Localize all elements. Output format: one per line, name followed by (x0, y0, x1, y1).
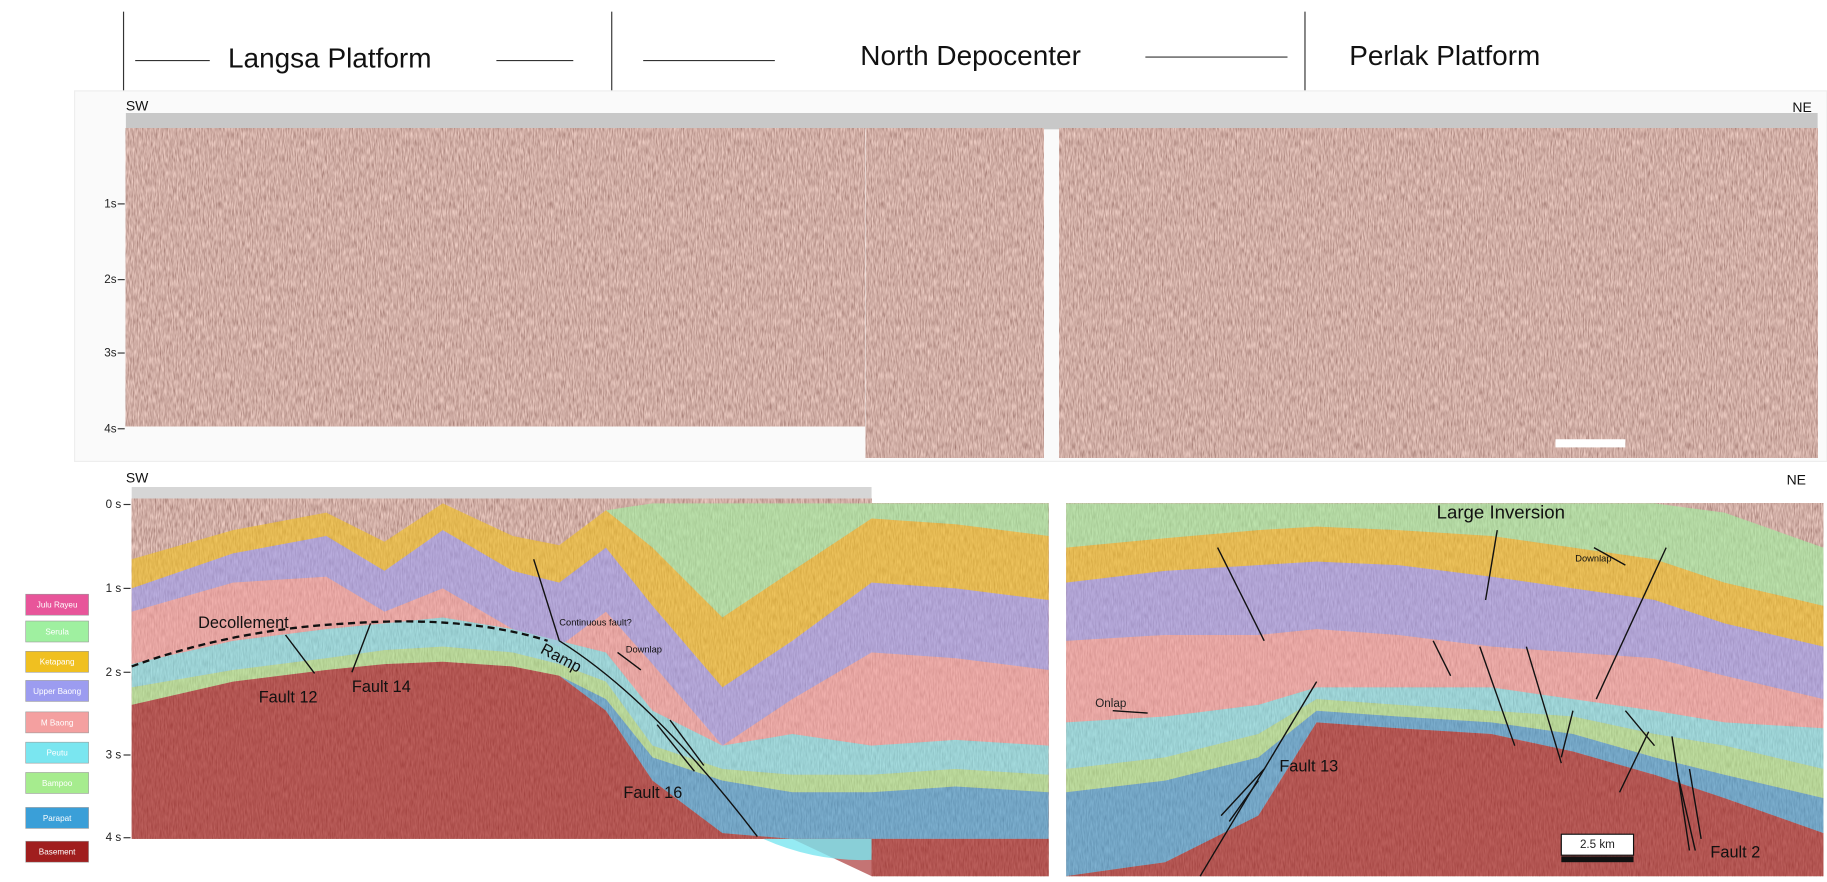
annotation: Decollement (198, 614, 289, 632)
annotation: Large Inversion (1437, 501, 1565, 522)
annotation: Downlap (626, 644, 662, 654)
time-tick-label: 1 s (106, 582, 122, 595)
side-label: NE (1792, 99, 1811, 115)
time-tick-label: 0 s (106, 498, 122, 511)
legend: Julu Rayeu Serula Ketapang Upper Baong M Bao… (26, 594, 89, 862)
seismic-section (126, 128, 865, 426)
annotation: Fault 13 (1279, 757, 1338, 775)
legend-label: Basement (39, 848, 76, 857)
legend-label: Serula (45, 627, 69, 636)
side-label: SW (126, 469, 149, 485)
legend-label: Parapat (43, 814, 72, 823)
time-tick-label: 1s (104, 197, 116, 210)
annotation: Fault 14 (352, 678, 411, 696)
annotation: Fault 2 (1710, 844, 1760, 862)
annotation: Continuous fault? (559, 618, 631, 628)
seismic-section (866, 128, 1044, 458)
annotation: Onlap (1095, 697, 1126, 710)
top-panel: SW NE 1s 2s 3s 4s (75, 91, 1827, 462)
side-label: SW (126, 98, 149, 114)
time-tick-label: 4 s (106, 831, 122, 844)
legend-label: M Baong (41, 718, 74, 727)
seismic-section (1059, 128, 1817, 458)
time-tick-label: 2s (104, 273, 116, 286)
header: Langsa Platform North Depocenter Perlak … (124, 12, 1541, 94)
side-label: NE (1787, 472, 1806, 488)
time-tick-label: 4s (104, 422, 116, 435)
annotation: Fault 12 (259, 689, 318, 707)
annotation: Downlap (1575, 554, 1611, 564)
section-title: Perlak Platform (1349, 40, 1540, 71)
scale-bar-label: 2.5 km (1580, 838, 1615, 851)
page: {"header": {"sections": ["Langsa Platfor… (0, 0, 1827, 882)
figure: Langsa Platform North Depocenter Perlak … (0, 0, 1827, 882)
bottom-panel: 2.5 km SW NE Decollement Fault 12 Fault … (106, 469, 1824, 876)
time-tick-label: 2 s (106, 666, 122, 679)
legend-label: Julu Rayeu (37, 601, 78, 610)
legend-label: Peutu (46, 749, 67, 758)
time-tick-label: 3 s (106, 748, 122, 761)
legend-label: Ketapang (40, 658, 75, 667)
legend-label: Upper Baong (33, 687, 81, 696)
time-tick-label: 3s (104, 347, 116, 360)
section-title: Langsa Platform (228, 43, 432, 74)
legend-label: Bampoo (42, 779, 73, 788)
annotation: Fault 16 (623, 784, 682, 802)
section-title: North Depocenter (860, 40, 1081, 71)
